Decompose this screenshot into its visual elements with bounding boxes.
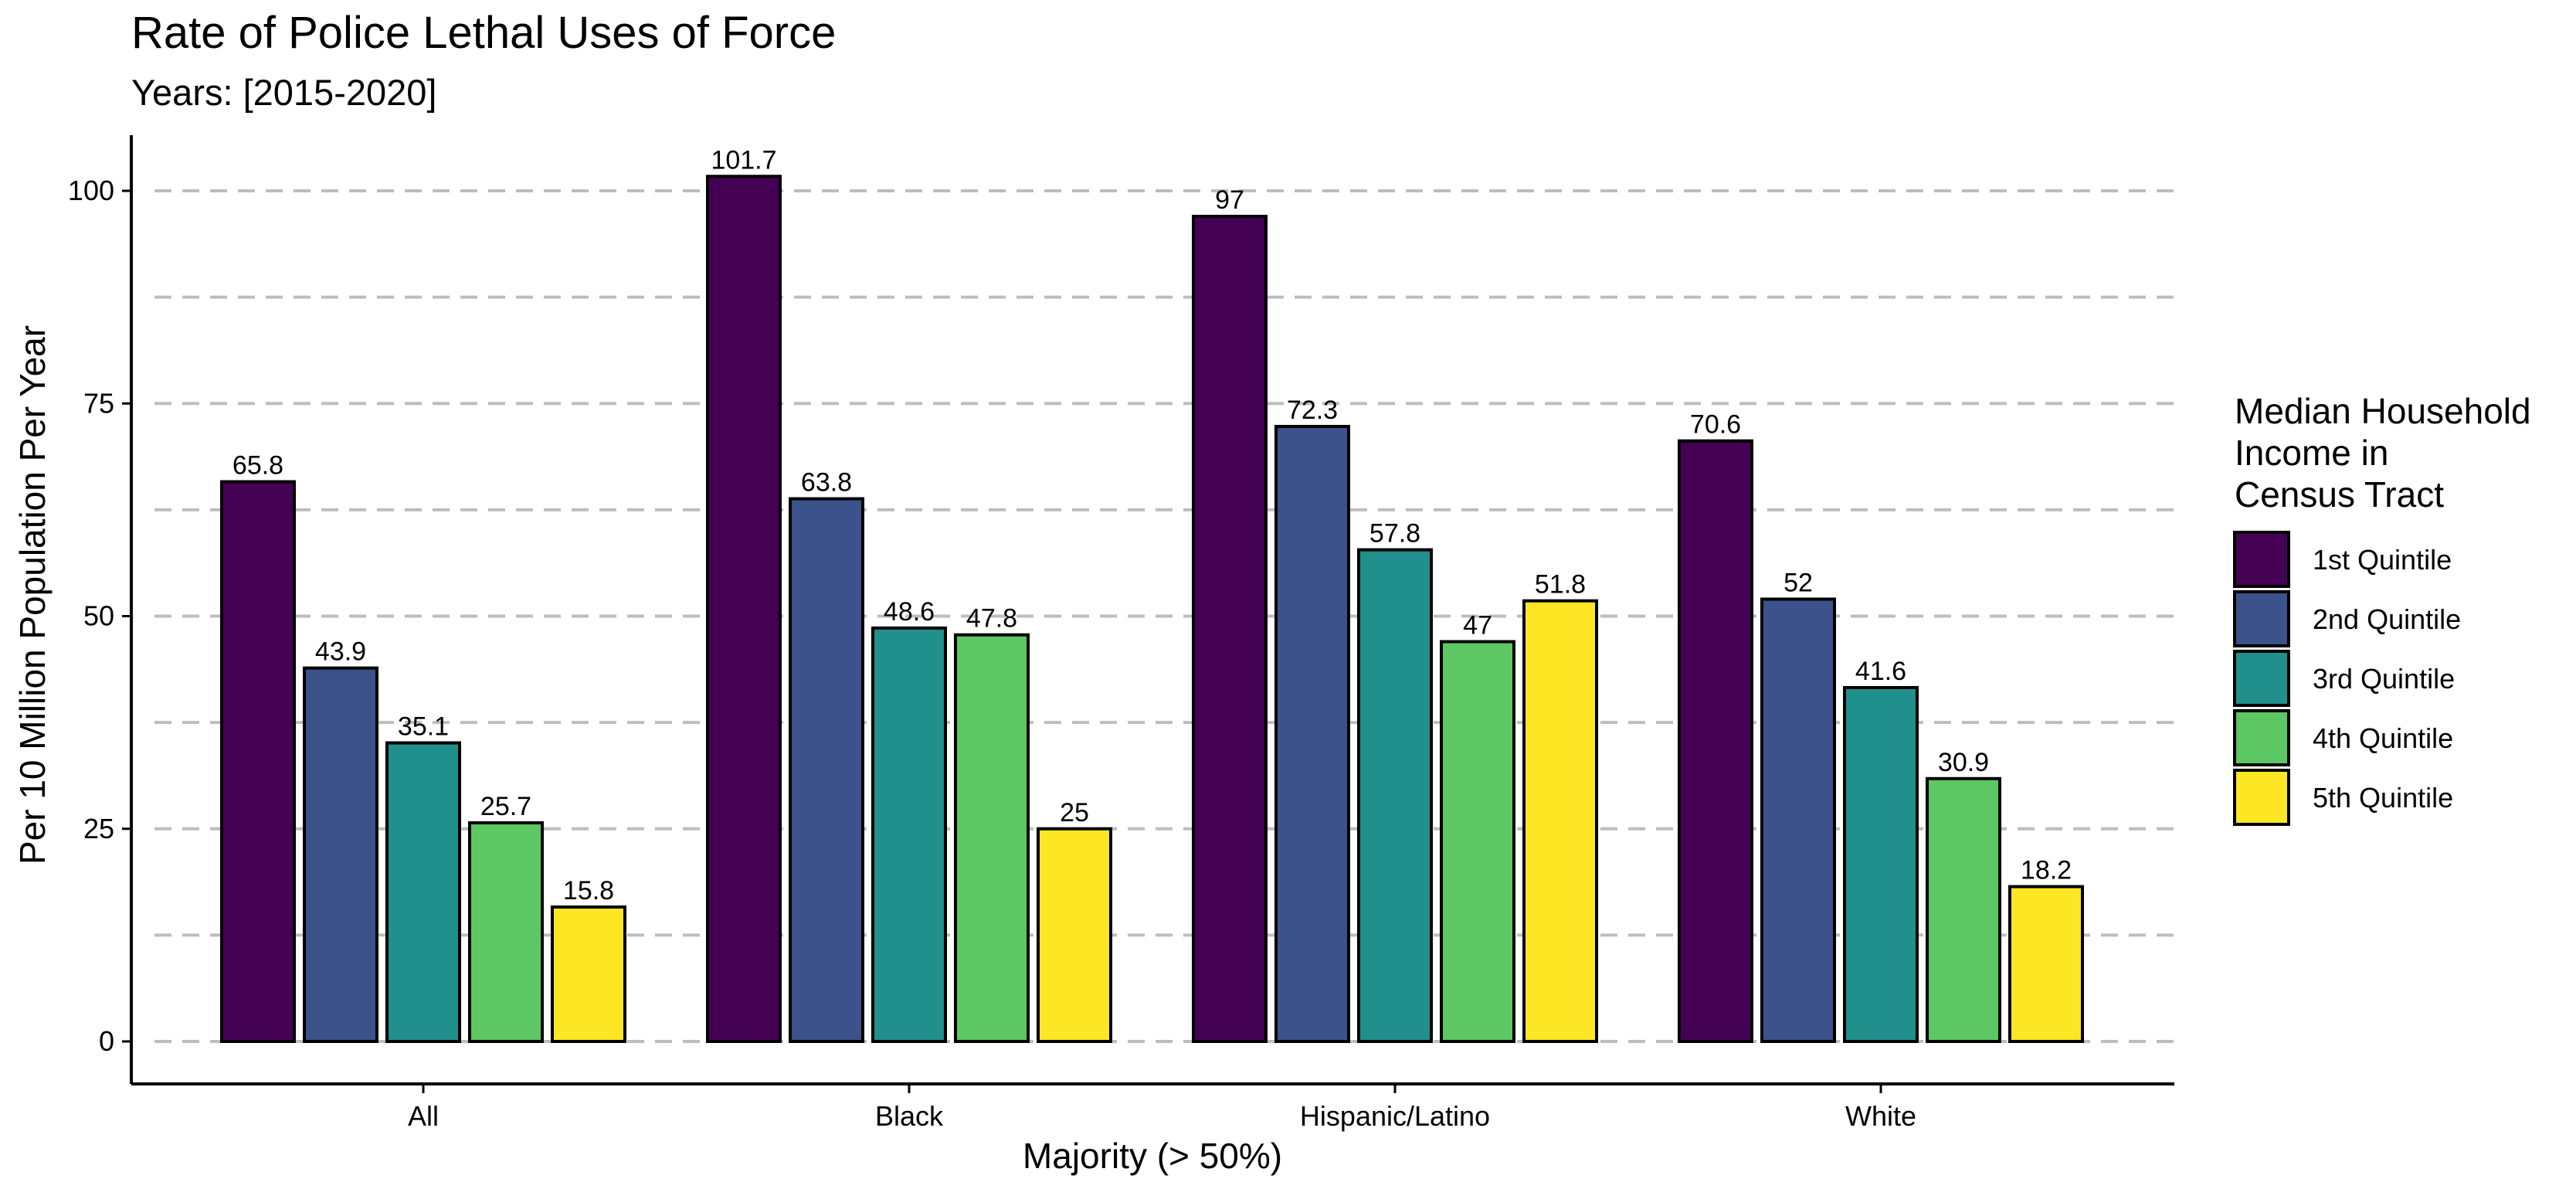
legend-label: 5th Quintile [2313,782,2453,814]
y-axis-title: Per 10 Million Population Per Year [12,325,53,865]
bar-white-3 [1843,685,1919,1043]
bar-all-5 [551,905,626,1043]
bar-all-3 [385,741,461,1043]
legend-title-line: Census Tract [2235,474,2444,515]
bar-hispanic-latino-3 [1357,548,1433,1043]
data-label: 101.7 [711,145,776,175]
bar-hispanic-latino-1 [1192,215,1268,1043]
axes [130,135,2174,1085]
data-label: 63.8 [801,468,852,498]
chart-title: Rate of Police Lethal Uses of Force [131,8,836,58]
y-tick-label: 25 [83,813,114,844]
data-label: 18.2 [2021,856,2072,885]
x-ticks: All Black Hispanic/Latino White [408,1084,1916,1132]
bar-white-1 [1678,439,1753,1043]
data-label: 47 [1463,611,1492,640]
y-tick-label: 0 [99,1025,114,1057]
legend-swatch [2233,590,2290,647]
bar-black-1 [706,175,782,1044]
x-axis-title: Majority (> 50%) [1023,1136,1282,1176]
bar-black-5 [1037,827,1112,1043]
legend-label: 3rd Quintile [2313,663,2455,695]
data-label: 72.3 [1287,396,1338,425]
bar-all-4 [468,821,544,1043]
data-label: 25 [1060,798,1089,827]
x-tick-label: Black [875,1100,944,1132]
legend-swatch [2233,650,2290,707]
data-label: 48.6 [884,597,935,627]
bar-black-3 [871,626,947,1043]
x-tick-label: All [408,1100,439,1132]
data-label: 65.8 [232,451,283,481]
legend-label: 1st Quintile [2313,544,2452,576]
bar-all-1 [220,480,296,1043]
data-label: 30.9 [1938,748,1989,777]
bar-hispanic-latino-4 [1440,640,1515,1043]
x-tick-label: White [1845,1100,1916,1132]
y-ticks: 0 25 50 75 100 [68,175,131,1057]
data-label: 57.8 [1369,519,1420,549]
y-tick-label: 75 [83,387,114,419]
x-tick-label: Hispanic/Latino [1300,1100,1490,1132]
bar-white-4 [1926,776,2001,1044]
bar-black-2 [789,497,864,1043]
bar-hispanic-latino-2 [1274,424,1350,1043]
legend-title-line: Income in [2235,433,2388,473]
bars [220,175,2084,1044]
data-label: 97 [1215,185,1244,215]
legend-title-line: Median Household [2235,391,2531,431]
data-label: 43.9 [315,637,366,667]
legend-swatch [2233,531,2290,588]
y-tick-label: 50 [83,600,114,632]
data-label: 47.8 [966,604,1017,634]
data-label: 51.8 [1535,570,1586,600]
data-label: 52 [1784,568,1813,597]
data-label: 15.8 [563,876,614,905]
data-label: 41.6 [1855,657,1906,686]
bar-white-5 [2008,885,2084,1044]
legend-swatch [2233,769,2290,826]
data-labels: 65.8 43.9 35.1 25.7 15.8 101.7 63.8 48.6 47.8 25 9… [232,145,2072,905]
data-label: 25.7 [480,792,531,821]
bar-black-4 [954,633,1030,1043]
legend-swatch [2233,709,2290,766]
data-label: 70.6 [1690,410,1741,440]
bar-hispanic-latino-5 [1522,599,1598,1043]
legend-label: 2nd Quintile [2313,603,2461,635]
y-tick-label: 100 [68,175,114,206]
chart-subtitle: Years: [2015-2020] [131,72,436,113]
legend-label: 4th Quintile [2313,722,2453,754]
bar-all-2 [303,666,378,1043]
data-label: 35.1 [398,712,449,742]
bar-white-2 [1760,597,1836,1043]
